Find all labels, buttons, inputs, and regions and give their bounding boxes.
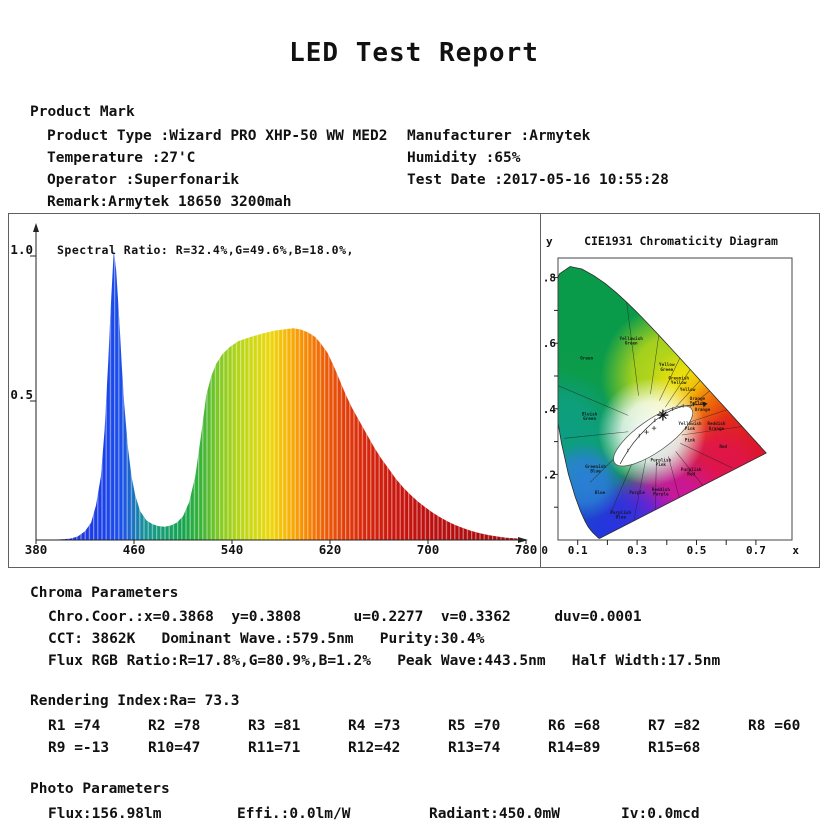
cri-value: R7 =82 <box>648 718 701 734</box>
svg-text:380: 380 <box>25 542 48 557</box>
svg-text:.8: .8 <box>543 272 556 285</box>
product-field: Product Type :Wizard PRO XHP-50 WW MED2 <box>47 128 388 144</box>
cie-chart-panel: Green Yellowish Green Yellow Green Greenish Ye… <box>541 214 819 567</box>
cri-value: R10=47 <box>148 740 201 756</box>
spectrum-chart-panel: 1.0 0.5 380 460 540 620 700 780 Spectral Ratio: … <box>9 214 541 567</box>
photo-value: Iv:0.0mcd <box>621 806 700 822</box>
chroma-line: Chro.Coor.:x=0.3868 y=0.3808 u=0.2277 v=… <box>48 609 642 625</box>
rendering-row-2: R9 =-13 R10=47 R11=71 R12=42 R13=74 R14=89 R15… <box>48 737 748 756</box>
svg-text:0: 0 <box>541 544 548 557</box>
svg-text:.2: .2 <box>543 468 556 481</box>
svg-text:Pink: Pink <box>685 438 696 444</box>
photo-value: Effi.:0.0lm/W <box>237 806 351 822</box>
svg-text:Red: Red <box>719 444 727 450</box>
product-field: Operator :Superfonarik <box>47 172 240 188</box>
product-field: Manufacturer :Armytek <box>407 128 591 144</box>
svg-text:Orange: Orange <box>695 407 711 413</box>
spectrum-svg: 1.0 0.5 380 460 540 620 700 780 Spectral Ratio: … <box>10 223 538 557</box>
svg-text:CIE1931 Chromaticity Diagram: CIE1931 Chromaticity Diagram <box>584 234 778 248</box>
svg-text:540: 540 <box>221 542 244 557</box>
cri-value: R15=68 <box>648 740 701 756</box>
svg-text:780: 780 <box>515 542 538 557</box>
rendering-heading: Rendering Index:Ra= 73.3 <box>30 693 240 709</box>
svg-text:460: 460 <box>123 542 146 557</box>
cri-value: R12=42 <box>348 740 401 756</box>
svg-text:0.5: 0.5 <box>10 387 33 402</box>
cri-value: R13=74 <box>448 740 501 756</box>
product-right-column: Manufacturer :Armytek Humidity :65% Test D… <box>407 125 669 191</box>
svg-text:0.3: 0.3 <box>627 544 647 557</box>
rendering-section: Rendering Index:Ra= 73.3 <box>30 693 240 709</box>
product-mark-section: Product Mark <box>30 104 135 120</box>
photo-values-row: Flux:156.98lm Effi.:0.0lm/W Radiant:450.0m… <box>48 803 700 822</box>
cri-value: R9 =-13 <box>48 740 110 756</box>
svg-text:0.5: 0.5 <box>687 544 707 557</box>
product-field: Test Date :2017-05-16 10:55:28 <box>407 172 669 188</box>
svg-text:.6: .6 <box>543 337 557 350</box>
photo-section: Photo Parameters <box>30 781 170 797</box>
svg-text:620: 620 <box>319 542 342 557</box>
cri-value: R11=71 <box>248 740 301 756</box>
svg-text:.4: .4 <box>543 403 557 416</box>
product-field: Remark:Armytek 18650 3200mah <box>47 194 292 210</box>
cri-value: R14=89 <box>548 740 601 756</box>
product-mark-heading: Product Mark <box>30 104 135 120</box>
svg-text:Spectral Ratio: R=32.4%,G=49.: Spectral Ratio: R=32.4%,G=49.6%,B=18.0%, <box>57 243 354 257</box>
rendering-row-1: R1 =74 R2 =78 R3 =81 R4 =73 R5 =70 R6 =68 R7 =… <box>48 715 828 734</box>
measured-point-marker <box>657 409 669 421</box>
svg-text:Green: Green <box>580 356 593 362</box>
svg-text:0.7: 0.7 <box>746 544 766 557</box>
cri-value: R3 =81 <box>248 718 301 734</box>
cri-value: R2 =78 <box>148 718 201 734</box>
cri-value: R6 =68 <box>548 718 601 734</box>
chroma-line: CCT: 3862K Dominant Wave.:579.5nm Purity… <box>48 631 485 647</box>
product-left-column: Product Type :Wizard PRO XHP-50 WW MED2 T… <box>47 125 387 213</box>
chroma-lines: Chro.Coor.:x=0.3868 y=0.3808 u=0.2277 v=… <box>48 606 720 672</box>
photo-value: Radiant:450.0mW <box>429 806 560 822</box>
charts-row: 1.0 0.5 380 460 540 620 700 780 Spectral Ratio: … <box>8 213 820 568</box>
cri-value: R4 =73 <box>348 718 401 734</box>
svg-text:Blue: Blue <box>595 490 606 496</box>
photo-value: Flux:156.98lm <box>48 806 162 822</box>
photo-heading: Photo Parameters <box>30 781 170 797</box>
cie-svg: Green Yellowish Green Yellow Green Greenish Ye… <box>541 234 799 557</box>
cri-value: R8 =60 <box>748 718 801 734</box>
page-title: LED Test Report <box>289 38 539 68</box>
cri-value: R1 =74 <box>48 718 101 734</box>
product-field: Temperature :27'C <box>47 150 196 166</box>
chroma-section: Chroma Parameters <box>30 585 178 601</box>
svg-text:700: 700 <box>417 542 440 557</box>
cri-value: R5 =70 <box>448 718 501 734</box>
svg-text:x: x <box>792 544 799 557</box>
product-field: Humidity :65% <box>407 150 521 166</box>
svg-text:Yellow: Yellow <box>680 387 696 393</box>
chroma-heading: Chroma Parameters <box>30 585 179 601</box>
svg-text:Purple: Purple <box>629 490 645 496</box>
svg-text:0.1: 0.1 <box>568 544 588 557</box>
svg-text:y: y <box>546 235 553 248</box>
svg-text:1.0: 1.0 <box>10 242 33 257</box>
chroma-line: Flux RGB Ratio:R=17.8%,G=80.9%,B=1.2% Pe… <box>48 653 721 669</box>
